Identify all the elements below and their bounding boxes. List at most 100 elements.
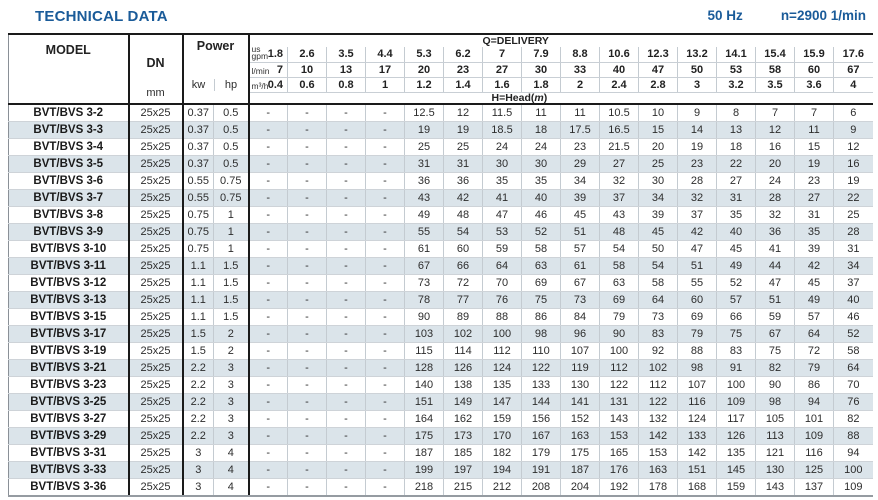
head-value-cell: 41	[482, 189, 522, 207]
head-value-cell: 16.5	[599, 121, 639, 139]
head-value-cell: -	[247, 325, 288, 343]
model-cell: BVT/BVS 3-13	[8, 291, 129, 309]
head-value-cell: 143	[599, 410, 639, 428]
head-value-cell: 31	[794, 206, 834, 224]
head-value-cell: 57	[794, 308, 834, 326]
kw-cell: 2.2	[181, 359, 214, 377]
head-value-cell: 170	[482, 427, 522, 445]
head-value-cell: 29	[560, 155, 600, 173]
head-value-cell: 40	[521, 189, 561, 207]
head-value-cell: -	[247, 121, 288, 139]
head-value-cell: 63	[521, 257, 561, 275]
head-value-cell: 27	[794, 189, 834, 207]
delivery-m3h-value: 3.6	[794, 77, 834, 93]
head-value-cell: 109	[794, 427, 834, 445]
head-value-cell: 131	[599, 393, 639, 411]
head-value-cell: 9	[832, 121, 873, 139]
delivery-lmin-value: 58	[755, 62, 795, 78]
head-value-cell: 60	[443, 240, 483, 258]
head-value-cell: 57	[716, 291, 756, 309]
delivery-lmin-row: l/min 7 10 13 17 20 23 27 30 33 40 47 50 53 58 60 67	[9, 62, 873, 78]
head-value-cell: 16	[755, 138, 795, 156]
hp-cell: 4	[213, 444, 249, 462]
head-value-cell: -	[247, 102, 288, 122]
head-value-cell: 52	[521, 223, 561, 241]
head-value-cell: -	[326, 189, 366, 207]
head-value-cell: 94	[832, 444, 873, 462]
dn-cell: 25x25	[127, 102, 183, 122]
head-value-cell: 35	[716, 206, 756, 224]
table-row: BVT/BVS 3-33 25x25 3 4- - - -199 197 194 191 187 17…	[8, 461, 873, 479]
model-cell: BVT/BVS 3-29	[8, 427, 129, 445]
head-value-cell: 18.5	[482, 121, 522, 139]
head-value-cell: 12	[832, 138, 873, 156]
model-cell: BVT/BVS 3-5	[8, 155, 129, 173]
head-value-cell: 191	[521, 461, 561, 479]
head-label-row: H=Head(m)	[9, 92, 873, 104]
head-value-cell: -	[247, 291, 288, 309]
delivery-lmin-value: 13	[326, 62, 366, 78]
delivery-gpm-value: 8.8	[560, 47, 600, 63]
head-value-cell: 17.5	[560, 121, 600, 139]
column-header-hp: hp	[213, 79, 248, 91]
head-value-cell: -	[365, 359, 405, 377]
head-value-cell: 44	[755, 257, 795, 275]
head-value-cell: 76	[482, 291, 522, 309]
head-value-cell: 54	[638, 257, 678, 275]
head-value-cell: 7	[794, 102, 834, 122]
head-value-cell: 23	[560, 138, 600, 156]
head-value-cell: 58	[638, 274, 678, 292]
head-value-cell: -	[365, 461, 405, 479]
head-value-cell: 37	[677, 206, 717, 224]
model-cell: BVT/BVS 3-3	[8, 121, 129, 139]
dn-cell: 25x25	[127, 172, 183, 190]
head-value-cell: 165	[599, 444, 639, 462]
hp-cell: 1	[213, 206, 249, 224]
head-unit: m	[534, 91, 544, 104]
model-cell: BVT/BVS 3-9	[8, 223, 129, 241]
table-row: BVT/BVS 3-36 25x25 3 4- - - -218 215 212 208 204 19…	[8, 478, 873, 497]
head-value-cell: 30	[482, 155, 522, 173]
delivery-m3h-row: m³/h 0.4 0.6 0.8 1 1.2 1.4 1.6 1.8 2 2.4 2.8 3 3.2 3.5…	[9, 77, 873, 93]
head-value-cell: 130	[755, 461, 795, 479]
head-value-cell: 88	[677, 342, 717, 360]
head-value-cell: 173	[443, 427, 483, 445]
head-value-cell: 86	[521, 308, 561, 326]
head-value-cell: -	[287, 121, 327, 139]
model-cell: BVT/BVS 3-2	[8, 102, 129, 122]
table-row: BVT/BVS 3-25 25x25 2.2 3- - - -151 149 147 144 141…	[8, 393, 873, 411]
table-row: BVT/BVS 3-19 25x25 1.5 2- - - -115 114 112 110 107…	[8, 342, 873, 360]
dn-cell: 25x25	[127, 461, 183, 479]
head-value-cell: 88	[482, 308, 522, 326]
unit-label-gpm: us gpm	[251, 43, 269, 61]
dn-cell: 25x25	[127, 427, 183, 445]
model-cell: BVT/BVS 3-15	[8, 308, 129, 326]
head-value-cell: 98	[521, 325, 561, 343]
head-value-cell: -	[287, 240, 327, 258]
head-value-cell: 164	[404, 410, 444, 428]
delivery-m3h-value: 1.4	[443, 77, 483, 93]
head-value-cell: 142	[677, 444, 717, 462]
hp-cell: 1.5	[213, 257, 249, 275]
head-value-cell: 58	[832, 342, 873, 360]
head-value-cell: 15	[638, 121, 678, 139]
kw-cell: 1.1	[181, 308, 214, 326]
kw-cell: 1.5	[181, 325, 214, 343]
head-value-cell: 137	[794, 478, 834, 497]
dn-cell: 25x25	[127, 223, 183, 241]
table-row: BVT/BVS 3-12 25x25 1.1 1.5- - - -73 72 70 69 67 63 5…	[8, 274, 873, 292]
delivery-lmin-value: l/min 7	[247, 62, 288, 78]
dn-cell: 25x25	[127, 359, 183, 377]
head-value-cell: 7	[755, 102, 795, 122]
head-value-cell: -	[287, 223, 327, 241]
delivery-gpm-value: 14.1	[716, 47, 756, 63]
hp-cell: 0.5	[213, 102, 249, 122]
head-value-cell: 34	[638, 189, 678, 207]
head-value-cell: 122	[521, 359, 561, 377]
head-value-cell: 55	[404, 223, 444, 241]
head-value-cell: 39	[560, 189, 600, 207]
model-cell: BVT/BVS 3-25	[8, 393, 129, 411]
head-value-cell: 12	[755, 121, 795, 139]
head-value-cell: 215	[443, 478, 483, 497]
head-value-cell: 147	[482, 393, 522, 411]
